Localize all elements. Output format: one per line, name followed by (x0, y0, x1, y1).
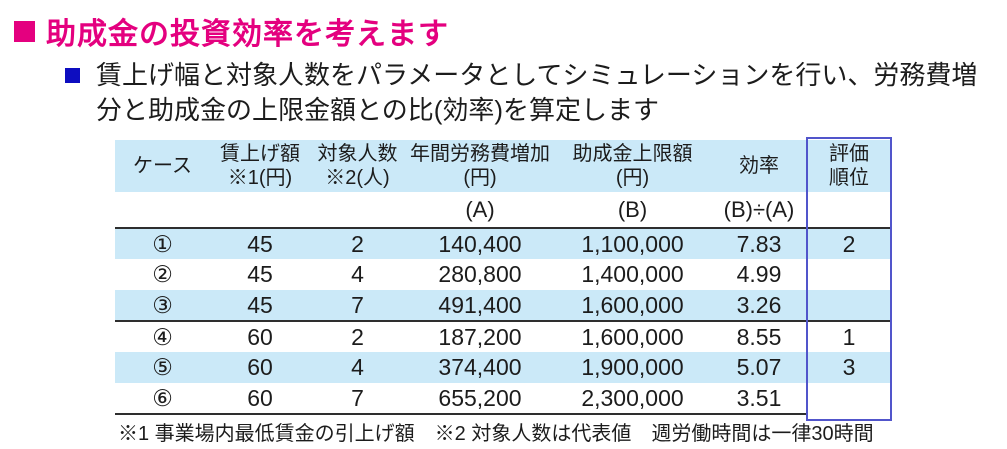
cell-subsidy-limit: 2,300,000 (555, 383, 710, 415)
cell-rank (808, 259, 890, 290)
header-rank: 評価 順位 (808, 140, 890, 192)
cell-case: ① (152, 230, 173, 257)
cell-efficiency: 3.26 (710, 290, 808, 322)
cell-efficiency: 8.55 (736, 323, 782, 350)
header-wage-increase: 賃上げ額 ※1(円) (210, 140, 310, 192)
cell-wage-increase: 60 (247, 323, 273, 350)
footnote: ※1 事業場内最低賃金の引上げ額 ※2 対象人数は代表値 週労働時間は一律30時… (118, 423, 874, 445)
cell-case: ⑤ (152, 354, 173, 380)
cell-target-people: 7 (310, 383, 405, 415)
cell-target-people: 4 (351, 354, 364, 380)
cell-subsidy-limit: 1,400,000 (581, 261, 684, 287)
cell-subsidy-limit: 1,600,000 (581, 323, 684, 350)
header-annual-labor-cost: 年間労務費増加 (円) (405, 140, 555, 192)
cell-efficiency: 7.83 (736, 230, 782, 257)
cell-annual-labor-cost: 187,200 (438, 323, 522, 350)
simulation-table-container: ケース 賃上げ額 ※1(円) 対象人数 ※2(人) 年間労務費増加 (円) 助成… (115, 137, 892, 421)
subtitle-text: 賃上げ幅と対象人数をパラメータとしてシミュレーションを行い、労務費増分と助成金の… (96, 60, 978, 125)
cell-subsidy-limit: 1,600,000 (555, 290, 710, 322)
cell-target-people: 7 (310, 290, 405, 322)
cell-efficiency: 4.99 (736, 261, 782, 287)
cell-rank: 2 (842, 230, 856, 257)
cell-wage-increase: 45 (247, 230, 273, 257)
simulation-table: ケース 賃上げ額 ※1(円) 対象人数 ※2(人) 年間労務費増加 (円) 助成… (115, 140, 890, 415)
cell-target-people: 2 (351, 323, 364, 350)
cell-rank (808, 383, 890, 414)
table-row: ④ 60 2 187,200 1,600,000 8.55 1 (115, 321, 890, 352)
square-bullet-icon (65, 68, 80, 83)
slide-subtitle-row: 賃上げ幅と対象人数をパラメータとしてシミュレーションを行い、労務費増分と助成金の… (65, 58, 992, 128)
cell-wage-increase: 45 (247, 261, 273, 287)
page-title: 助成金の投資効率を考えます (46, 18, 449, 51)
subheader-a: (A) (405, 192, 555, 229)
table-row: ① 45 2 140,400 1,100,000 7.83 2 (115, 228, 890, 259)
subheader-b-div-a: (B)÷(A) (710, 192, 808, 229)
cell-subsidy-limit: 1,900,000 (581, 354, 684, 380)
cell-annual-labor-cost: 280,800 (438, 261, 522, 287)
cell-wage-increase: 60 (247, 354, 273, 380)
table-row: ③ 45 7 491,400 1,600,000 3.26 (115, 290, 890, 322)
cell-rank (808, 290, 890, 322)
cell-annual-labor-cost: 655,200 (405, 383, 555, 415)
header-efficiency: 効率 (710, 140, 808, 192)
subheader-rank (808, 192, 890, 229)
subheader-case (115, 192, 210, 229)
cell-target-people: 2 (351, 230, 364, 257)
header-target-people: 対象人数 ※2(人) (310, 140, 405, 192)
cell-annual-labor-cost: 491,400 (405, 290, 555, 322)
cell-rank: 1 (842, 323, 856, 350)
square-bullet-icon (14, 20, 35, 42)
cell-efficiency: 3.51 (710, 383, 808, 415)
cell-efficiency: 5.07 (736, 354, 782, 380)
cell-case: ⑥ (115, 383, 210, 415)
cell-rank: 3 (842, 354, 856, 380)
subheader-wage-increase (210, 192, 310, 229)
cell-wage-increase: 45 (210, 290, 310, 322)
cell-subsidy-limit: 1,100,000 (581, 230, 684, 257)
cell-case: ④ (152, 323, 173, 350)
cell-annual-labor-cost: 374,400 (438, 354, 522, 380)
header-case: ケース (115, 140, 210, 192)
cell-target-people: 4 (351, 261, 364, 287)
cell-case: ② (152, 261, 173, 287)
cell-annual-labor-cost: 140,400 (438, 230, 522, 257)
header-subsidy-limit: 助成金上限額 (円) (555, 140, 710, 192)
cell-wage-increase: 60 (210, 383, 310, 415)
slide-title-row: 助成金の投資効率を考えます (14, 9, 449, 53)
subheader-b: (B) (555, 192, 710, 229)
cell-case: ③ (115, 290, 210, 322)
table-subheader-row: (A) (B) (B)÷(A) (115, 192, 890, 229)
subheader-target-people (310, 192, 405, 229)
table-row: ② 45 4 280,800 1,400,000 4.99 (115, 259, 890, 290)
table-row: ⑤ 60 4 374,400 1,900,000 5.07 3 (115, 352, 890, 383)
table-header-row: ケース 賃上げ額 ※1(円) 対象人数 ※2(人) 年間労務費増加 (円) 助成… (115, 140, 890, 192)
table-row: ⑥ 60 7 655,200 2,300,000 3.51 (115, 383, 890, 415)
